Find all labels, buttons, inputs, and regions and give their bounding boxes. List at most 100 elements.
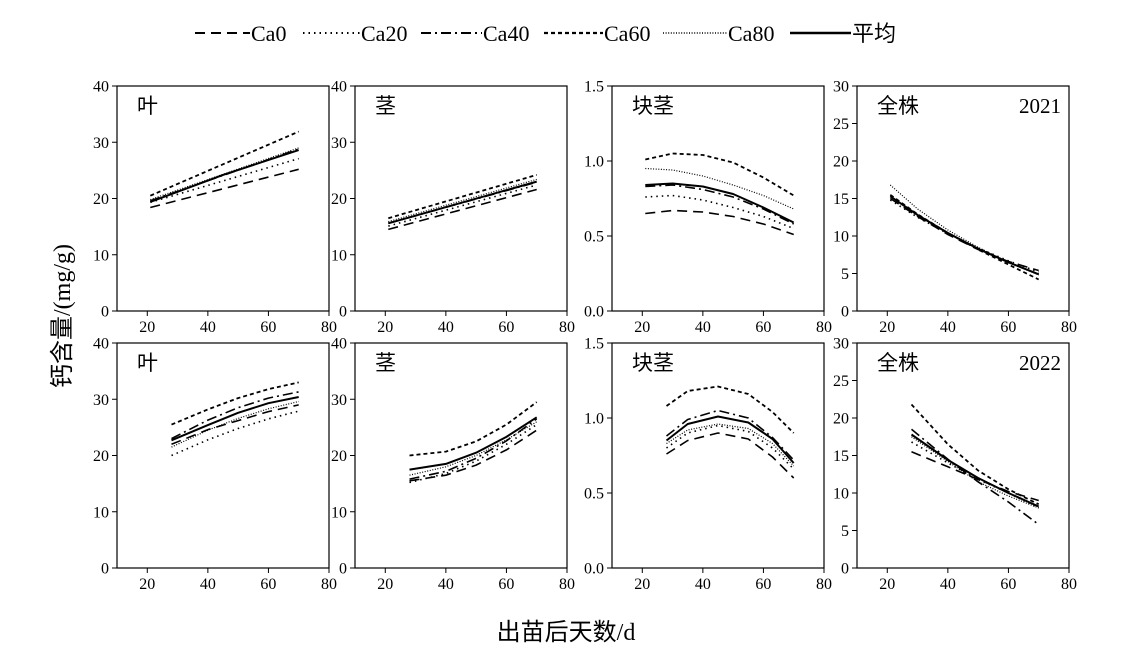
series-line-ca80-tuber-2021 bbox=[645, 167, 794, 210]
y-tick-label: 30 bbox=[93, 135, 109, 152]
series-line-ca0-stem-2022 bbox=[409, 429, 538, 482]
series-line-ca80-whole-plant-2021 bbox=[889, 184, 1039, 276]
x-tick-label: 60 bbox=[260, 319, 276, 336]
y-tick-label: 10 bbox=[93, 504, 109, 521]
series-line-mean-whole-plant-2022 bbox=[910, 433, 1040, 508]
panels: 0 10 20 30 40 20 40 60 80 叶 0 10 20 30 40 20 40 60 80 茎 0.0 0… bbox=[93, 79, 1077, 594]
x-tick-label: 60 bbox=[498, 576, 514, 593]
series-line-ca0-stem-2021 bbox=[388, 188, 537, 231]
series-line-mean-leaf-2021 bbox=[149, 149, 300, 203]
y-tick-label: 20 bbox=[93, 191, 109, 208]
y-tick-label: 1.0 bbox=[584, 411, 604, 428]
series-line-ca40-whole-plant-2022 bbox=[910, 428, 1040, 526]
x-tick-label: 60 bbox=[755, 576, 771, 593]
legend-label-ca20: Ca20 bbox=[361, 21, 407, 46]
x-tick-label: 60 bbox=[1000, 576, 1016, 593]
legend-label-ca80: Ca80 bbox=[728, 21, 774, 46]
y-tick-label: 40 bbox=[331, 79, 347, 96]
x-tick-label: 80 bbox=[816, 319, 832, 336]
panel-leaf-2022: 0 10 20 30 40 20 40 60 80 叶 bbox=[93, 336, 337, 594]
series-line-ca20-tuber-2021 bbox=[645, 194, 794, 230]
y-tick-label: 30 bbox=[331, 135, 347, 152]
x-tick-label: 20 bbox=[377, 576, 393, 593]
x-tick-label: 20 bbox=[879, 576, 895, 593]
y-axis-title: 钙含量/(mg/g) bbox=[49, 244, 76, 388]
x-tick-label: 20 bbox=[879, 319, 895, 336]
x-tick-label: 80 bbox=[816, 576, 832, 593]
y-tick-label: 0.0 bbox=[584, 304, 604, 321]
y-tick-label: 40 bbox=[93, 336, 109, 353]
x-tick-label: 40 bbox=[695, 576, 711, 593]
y-tick-label: 0.0 bbox=[584, 561, 604, 578]
y-tick-label: 30 bbox=[833, 79, 849, 96]
x-tick-label: 20 bbox=[377, 319, 393, 336]
x-tick-label: 80 bbox=[321, 319, 337, 336]
y-tick-label: 25 bbox=[833, 373, 849, 390]
series-line-ca60-whole-plant-2021 bbox=[889, 194, 1040, 281]
panel-title: 块茎 bbox=[632, 94, 674, 118]
series-line-mean-whole-plant-2021 bbox=[889, 195, 1040, 276]
series-line-mean-stem-2021 bbox=[388, 180, 537, 225]
y-tick-label: 1.5 bbox=[584, 79, 604, 96]
y-tick-label: 0 bbox=[841, 304, 849, 321]
y-tick-label: 10 bbox=[833, 486, 849, 503]
legend-label-mean: 平均 bbox=[852, 21, 896, 46]
panel-frame bbox=[611, 342, 825, 569]
panel-stem-2021: 0 10 20 30 40 20 40 60 80 茎 bbox=[331, 79, 575, 337]
x-tick-label: 20 bbox=[634, 576, 650, 593]
x-tick-label: 20 bbox=[139, 319, 155, 336]
y-tick-label: 20 bbox=[331, 191, 347, 208]
year-label: 2021 bbox=[1019, 94, 1061, 118]
legend: Ca0 Ca20 Ca40 Ca60 Ca80 平均 bbox=[195, 21, 896, 46]
x-tick-label: 40 bbox=[940, 319, 956, 336]
series-line-ca80-whole-plant-2022 bbox=[911, 436, 1039, 509]
y-tick-label: 0 bbox=[101, 304, 109, 321]
panel-frame bbox=[611, 85, 825, 312]
x-tick-label: 80 bbox=[1061, 319, 1077, 336]
y-tick-label: 15 bbox=[833, 191, 849, 208]
panel-frame bbox=[354, 342, 568, 569]
y-tick-label: 0 bbox=[841, 561, 849, 578]
series-line-ca0-tuber-2022 bbox=[666, 432, 795, 479]
y-tick-label: 40 bbox=[331, 336, 347, 353]
legend-label-ca60: Ca60 bbox=[604, 21, 650, 46]
series-line-ca20-whole-plant-2022 bbox=[911, 441, 1040, 509]
panel-tuber-2021: 0.0 0.5 1.0 1.5 20 40 60 80 块茎 bbox=[584, 79, 832, 337]
panel-title: 叶 bbox=[137, 94, 158, 118]
x-tick-label: 20 bbox=[139, 576, 155, 593]
y-tick-label: 5 bbox=[841, 523, 849, 540]
series-line-ca20-leaf-2022 bbox=[171, 410, 299, 457]
series-line-ca60-tuber-2022 bbox=[665, 385, 795, 434]
y-tick-label: 1.5 bbox=[584, 336, 604, 353]
series-line-ca80-leaf-2022 bbox=[171, 400, 299, 448]
series-line-ca0-tuber-2021 bbox=[645, 209, 794, 236]
y-tick-label: 30 bbox=[331, 392, 347, 409]
x-tick-label: 80 bbox=[1061, 576, 1077, 593]
panel-frame bbox=[856, 342, 1070, 569]
x-tick-label: 60 bbox=[1000, 319, 1016, 336]
y-tick-label: 0.5 bbox=[584, 229, 604, 246]
series-line-ca40-tuber-2022 bbox=[666, 409, 795, 461]
panel-frame bbox=[856, 85, 1070, 312]
x-tick-label: 40 bbox=[200, 576, 216, 593]
series-line-ca60-leaf-2022 bbox=[171, 381, 299, 426]
x-tick-label: 80 bbox=[321, 576, 337, 593]
series-line-ca20-stem-2022 bbox=[409, 423, 538, 484]
series-line-ca20-tuber-2022 bbox=[666, 424, 795, 470]
series-line-ca40-stem-2022 bbox=[409, 418, 538, 480]
series-line-ca40-tuber-2021 bbox=[645, 184, 795, 225]
series-line-ca40-leaf-2022 bbox=[171, 391, 299, 440]
panel-frame bbox=[116, 85, 330, 312]
y-tick-label: 0 bbox=[339, 561, 347, 578]
x-tick-label: 80 bbox=[559, 319, 575, 336]
y-tick-label: 0.5 bbox=[584, 486, 604, 503]
x-tick-label: 40 bbox=[695, 319, 711, 336]
series-line-ca20-stem-2021 bbox=[388, 184, 537, 227]
series-line-ca60-whole-plant-2022 bbox=[910, 403, 1040, 506]
panel-title: 茎 bbox=[375, 351, 396, 375]
y-tick-label: 20 bbox=[833, 411, 849, 428]
x-tick-label: 80 bbox=[559, 576, 575, 593]
panel-stem-2022: 0 10 20 30 40 20 40 60 80 茎 bbox=[331, 336, 575, 594]
